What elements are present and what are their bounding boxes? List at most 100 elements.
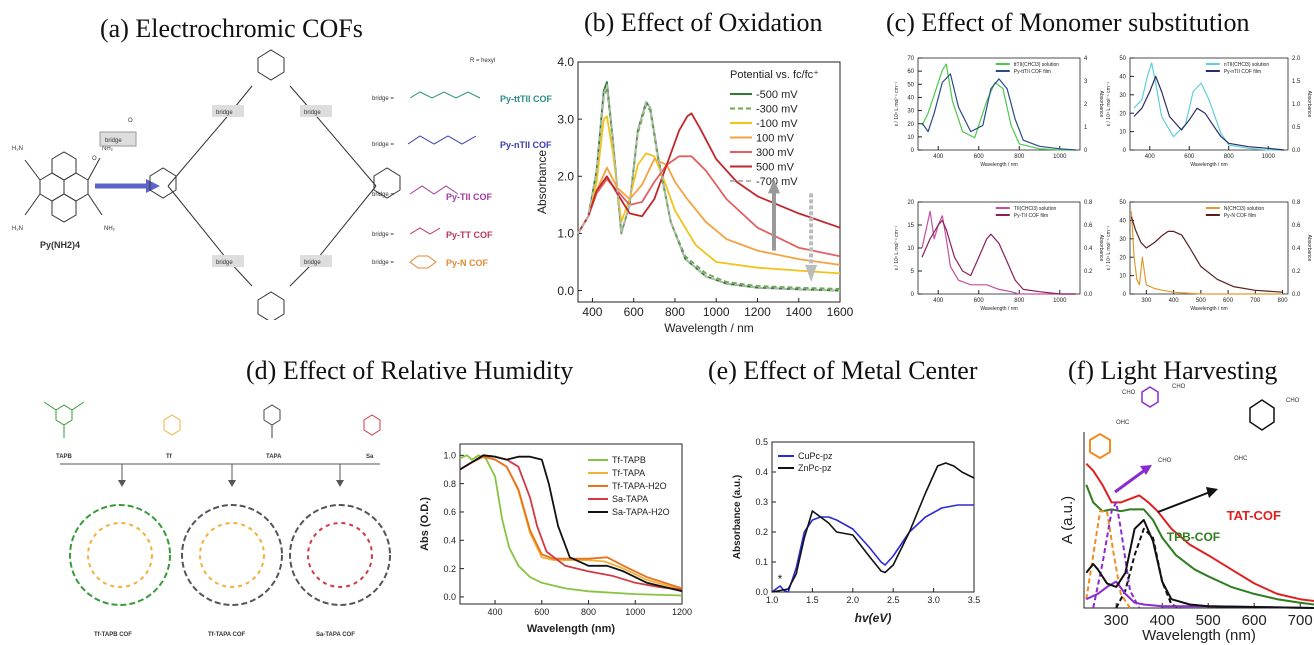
y-right-axis-label: Absorbance <box>1306 235 1312 262</box>
cof-framework <box>149 49 401 320</box>
increase-arrow-head <box>767 179 780 194</box>
tpb-structure <box>1141 386 1159 408</box>
legend-title: Potential vs. fc/fc⁺ <box>730 69 819 81</box>
series-line-py-n-cof-film <box>1130 216 1283 293</box>
y-right-tick-label: 3 <box>1084 79 1088 85</box>
legend-label: 500 mV <box>756 161 795 173</box>
y-tick-label: 0.5 <box>755 437 768 447</box>
y-tick-label: 0.1 <box>755 557 768 567</box>
legend-label: Tf-TAPA-H2O <box>612 481 667 491</box>
pointer-arrow-purple <box>1114 468 1146 494</box>
series-line-py-tii-cof-film <box>921 219 1076 295</box>
x-tick-label: 1000 <box>1262 154 1276 160</box>
panel-e: (e) Effect of Metal Center 1.0 1.5 2.0 2.5 3… <box>700 340 1050 645</box>
x-tick-label: 300 <box>1104 612 1129 629</box>
nh2-label: NH₂ <box>104 226 116 232</box>
y-tick-label: 0.4 <box>755 467 768 477</box>
y-tick-label: 10 <box>907 135 914 141</box>
x-tick-label: 3.0 <box>927 595 940 605</box>
nh2-label: H₂N <box>12 226 23 232</box>
panel-a-scheme: H₂N NH₂ H₂N NH₂ Py(NH2)4 bridge O O brid… <box>12 49 552 320</box>
legend-label: Tf-TAPA <box>612 468 645 478</box>
series-line-sa-tapa <box>459 454 683 591</box>
x-tick-label: 500 <box>1196 298 1207 304</box>
y-tick-label: 1.0 <box>443 450 456 460</box>
chart-metal-center: 1.0 1.5 2.0 2.5 3.0 3.5 0.0 0.1 0.2 0.3 0.4 0.5 hv(e… <box>732 437 980 625</box>
panel-d-title: (d) Effect of Relative Humidity <box>246 356 574 385</box>
y-right-tick-label: 4 <box>1084 56 1088 62</box>
y-tick-label: 0.0 <box>755 587 768 597</box>
x-tick-label: 600 <box>974 298 985 304</box>
bridge-name-N: Py-N COF <box>446 258 489 268</box>
pointer-arrow-head <box>1206 487 1218 498</box>
panel-b-title: (b) Effect of Oxidation <box>584 8 823 37</box>
series-line-tttii-chcl3-solution <box>921 63 1076 151</box>
x-tick-label: 600 <box>974 154 985 160</box>
x-tick-label: 400 <box>1150 612 1175 629</box>
pyrene-monomer <box>24 151 103 223</box>
x-tick-label: 800 <box>665 305 685 319</box>
y-tick-label: 60 <box>907 69 914 75</box>
y-tick-label: 40 <box>907 96 914 102</box>
panel-b: (b) Effect of Oxidation 400 600 800 1000 120… <box>530 0 860 340</box>
y-tick-label: 0.3 <box>755 497 768 507</box>
y-tick-label: 3.0 <box>557 112 574 126</box>
series-line-500-mv <box>577 112 841 234</box>
x-tick-label: 2.0 <box>847 595 860 605</box>
y-right-tick-label: 1.0 <box>1292 102 1301 108</box>
y-right-tick-label: 0.4 <box>1084 246 1093 252</box>
panel-e-title: (e) Effect of Metal Center <box>708 356 978 385</box>
pointer-arrow-head <box>1140 465 1152 475</box>
plot-frame <box>771 441 975 593</box>
x-tick-label: 400 <box>1145 154 1156 160</box>
legend-label: ZnPc-pz <box>798 463 832 473</box>
panel-d: (d) Effect of Relative Humidity TAPB Tf … <box>0 340 700 645</box>
y-tick-label: 0 <box>911 148 915 154</box>
series-line--700-mv <box>577 84 841 292</box>
x-tick-label: 600 <box>1184 154 1195 160</box>
y-right-axis-label: Absorbance <box>1098 91 1104 118</box>
legend-label: Py-ttTII COF film <box>1014 69 1051 75</box>
x-tick-label: 1.5 <box>806 595 819 605</box>
legend-label: -300 mV <box>756 103 798 115</box>
series-line-300-mv <box>577 155 841 258</box>
svg-text:TAPA: TAPA <box>266 454 282 460</box>
series-line-ntii-chcl3-solution <box>1133 62 1284 151</box>
x-tick-label: 300 <box>1141 298 1152 304</box>
series-line-tii-chcl3-solution <box>921 210 1076 295</box>
y-right-tick-label: 0.2 <box>1292 269 1301 275</box>
svg-text:bridge =: bridge = <box>372 260 394 266</box>
chart-light-harvesting: 300 400 500 600 700 Wavelength (nm) A (a.u.) TA… <box>1059 384 1314 644</box>
monomer-row: TAPB Tf TAPA Sa <box>43 401 381 487</box>
x-axis-label: Wavelength / nm <box>980 306 1017 312</box>
y-right-tick-label: 0 <box>1084 148 1088 154</box>
svg-text:bridge: bridge <box>216 260 233 266</box>
tat-structure <box>1249 399 1275 431</box>
reaction-arrow-head <box>146 179 160 193</box>
x-tick-label: 2.5 <box>887 595 900 605</box>
x-tick-label: 400 <box>933 298 944 304</box>
panel-f: (f) Light Harvesting 300 400 500 600 700 Wave… <box>1050 340 1314 645</box>
legend-label: -500 mV <box>756 89 798 101</box>
legend-label: 300 mV <box>756 147 795 159</box>
plot-frame <box>459 443 683 605</box>
series-line-tf-tapa-h2o <box>459 455 683 590</box>
y-tick-label: 40 <box>1119 75 1126 81</box>
x-tick-label: 800 <box>1278 298 1289 304</box>
x-tick-label: 800 <box>581 607 596 617</box>
svg-text:TAPB: TAPB <box>56 454 73 460</box>
svg-text:Tf: Tf <box>166 454 173 460</box>
panel-a-title: (a) Electrochromic COFs <box>100 14 363 43</box>
x-tick-label: 1200 <box>672 607 692 617</box>
group-label: OHC <box>1234 456 1248 462</box>
x-axis-label: Wavelength / nm <box>1190 306 1227 312</box>
x-tick-label: 1000 <box>1053 298 1067 304</box>
y-axis-label: ε / 10⁴ L mol⁻¹ cm⁻¹ <box>1106 82 1112 127</box>
series-line--100-mv <box>577 115 841 275</box>
x-tick-label: 400 <box>582 305 602 319</box>
x-axis-label: Wavelength / nm <box>1190 162 1227 168</box>
asterisk-marker: * <box>778 572 783 586</box>
bridge-boxes: bridge bridge bridge bridge <box>212 105 332 267</box>
cof-label: Tf-TAPB COF <box>94 632 132 638</box>
y-tick-label: 4.0 <box>557 55 574 69</box>
